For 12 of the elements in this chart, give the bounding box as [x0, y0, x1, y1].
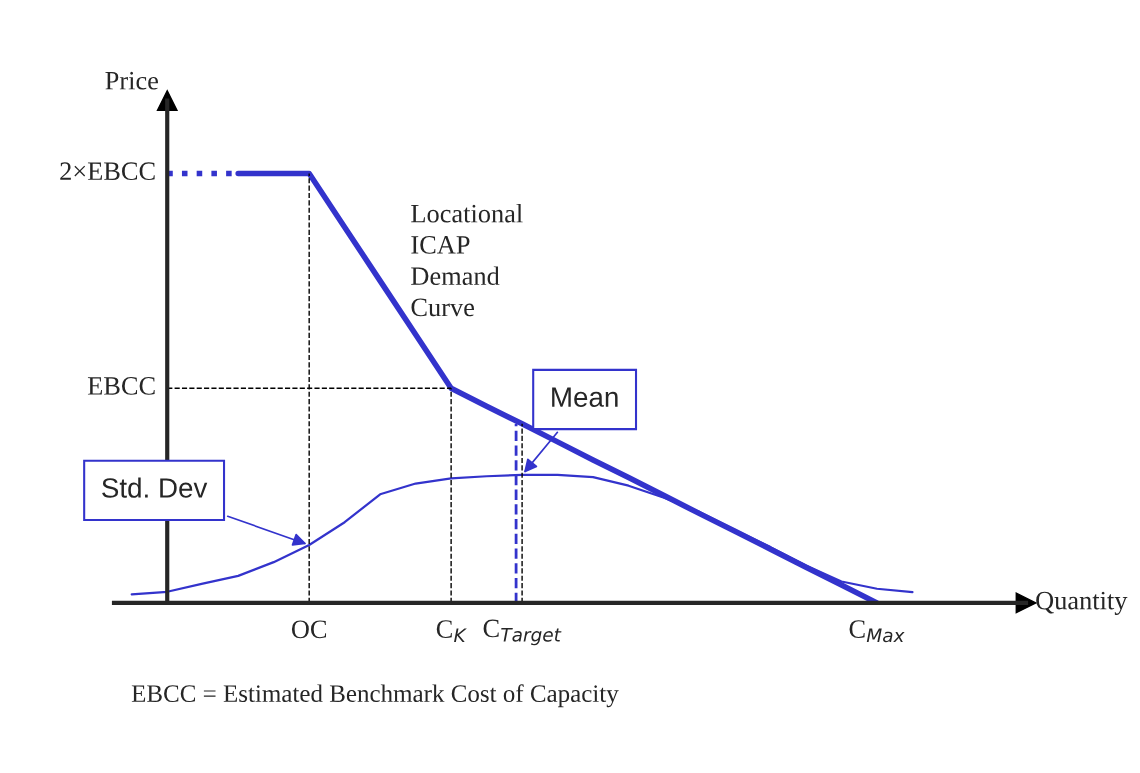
x-tick-label: C$_{K}$ [436, 620, 467, 643]
ref-line-label: 2×EBCC [60, 162, 155, 181]
annotation: Mean [552, 387, 618, 407]
annotation: Locational ICAP Demand Curve [411, 203, 523, 317]
annotation: Std. Dev [102, 477, 208, 498]
ref-line-label: EBCC [87, 377, 155, 395]
x-axis-title: Quantity [1036, 591, 1128, 615]
x-tick-label: C$_{Max}$ [849, 620, 905, 643]
text: EBCC = Estimated Benchmark Cost of Capacity [131, 684, 619, 708]
x-tick-label: C$_{Target}$ [483, 619, 562, 646]
x-tick-label: OC [291, 620, 327, 639]
y-axis-title: Price [105, 71, 158, 90]
